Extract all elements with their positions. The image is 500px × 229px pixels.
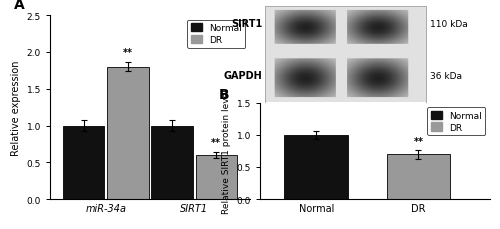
Bar (63, 126, 104, 199)
Bar (152, 126, 192, 199)
Bar (108, 67, 148, 199)
Y-axis label: Relative expression: Relative expression (11, 60, 21, 155)
Text: **: ** (414, 137, 424, 147)
Legend: Normal, DR: Normal, DR (428, 108, 486, 136)
Y-axis label: Relative SIRT1 protein level: Relative SIRT1 protein level (222, 89, 231, 213)
Legend: Normal, DR: Normal, DR (188, 21, 246, 49)
Text: A: A (14, 0, 25, 12)
Text: **: ** (123, 48, 133, 58)
Text: SIRT1: SIRT1 (231, 19, 262, 29)
Bar (196, 155, 237, 199)
Text: 36 kDa: 36 kDa (430, 72, 462, 81)
Text: GAPDH: GAPDH (224, 71, 262, 81)
Text: **: ** (211, 137, 221, 147)
Text: B: B (218, 87, 229, 101)
Bar (386, 154, 450, 199)
Text: 110 kDa: 110 kDa (430, 20, 468, 29)
Bar (284, 135, 348, 199)
